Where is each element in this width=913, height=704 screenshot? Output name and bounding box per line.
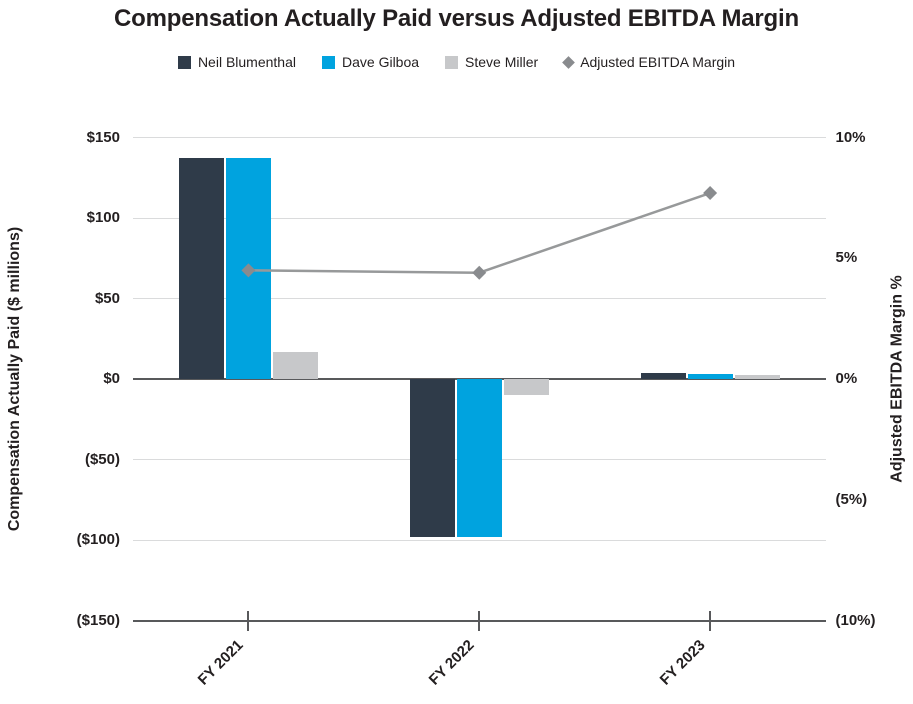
legend-item: Adjusted EBITDA Margin [562,54,736,70]
x-axis-category-label: FY 2021 [195,636,248,689]
right-axis-tick-label: (10%) [835,611,876,629]
x-axis-tick [478,611,481,631]
bar-steve-miller [503,379,549,396]
left-axis-tick-label: $100 [86,209,120,226]
left-axis-tick-label: $50 [94,289,120,307]
legend-swatch-square [177,55,191,69]
legend-label: Adjusted EBITDA Margin [580,54,736,70]
legend-swatch-square [322,55,335,69]
left-axis-tick-label: $150 [86,128,120,146]
legend-swatch-square [445,55,459,69]
legend-item: Dave Gilboa [322,54,419,70]
bar-neil-blumenthal [178,158,224,379]
right-axis-tick-label: 10% [835,128,866,146]
x-axis-tick [709,611,712,631]
chart-title: Compensation Actually Paid versus Adjust… [114,5,799,32]
left-axis-tick-label: ($150) [76,611,120,629]
bar-steve-miller [734,374,780,379]
legend-label: Neil Blumenthal [197,54,296,70]
legend-label: Dave Gilboa [342,54,420,70]
left-axis-tick-label: $0 [103,370,120,387]
gridline [133,298,826,299]
legend-label: Steve Miller [465,54,539,70]
left-axis-tick-label: ($50) [84,450,120,468]
right-axis-tick-label: 0% [835,370,858,387]
bar-neil-blumenthal [640,373,686,379]
bar-dave-gilboa [225,158,271,379]
right-axis-tick-label: 5% [835,249,858,267]
gridline [133,137,826,138]
bar-dave-gilboa [687,374,733,379]
gridline [133,539,826,541]
legend-item: Steve Miller [445,54,538,70]
x-axis-category-label: FY 2023 [656,636,709,689]
bar-neil-blumenthal [409,379,455,537]
legend: Neil Blumenthal Dave Gilboa Steve Miller Ad… [0,52,913,72]
right-axis-tick-label: (5%) [835,490,868,508]
bar-dave-gilboa [456,379,502,537]
legend-item: Neil Blumenthal [177,54,296,70]
x-axis-category-label: FY 2022 [425,636,478,689]
bar-steve-miller [272,351,318,379]
left-axis-tick-label: ($100) [76,531,120,548]
x-axis-tick [247,611,250,631]
